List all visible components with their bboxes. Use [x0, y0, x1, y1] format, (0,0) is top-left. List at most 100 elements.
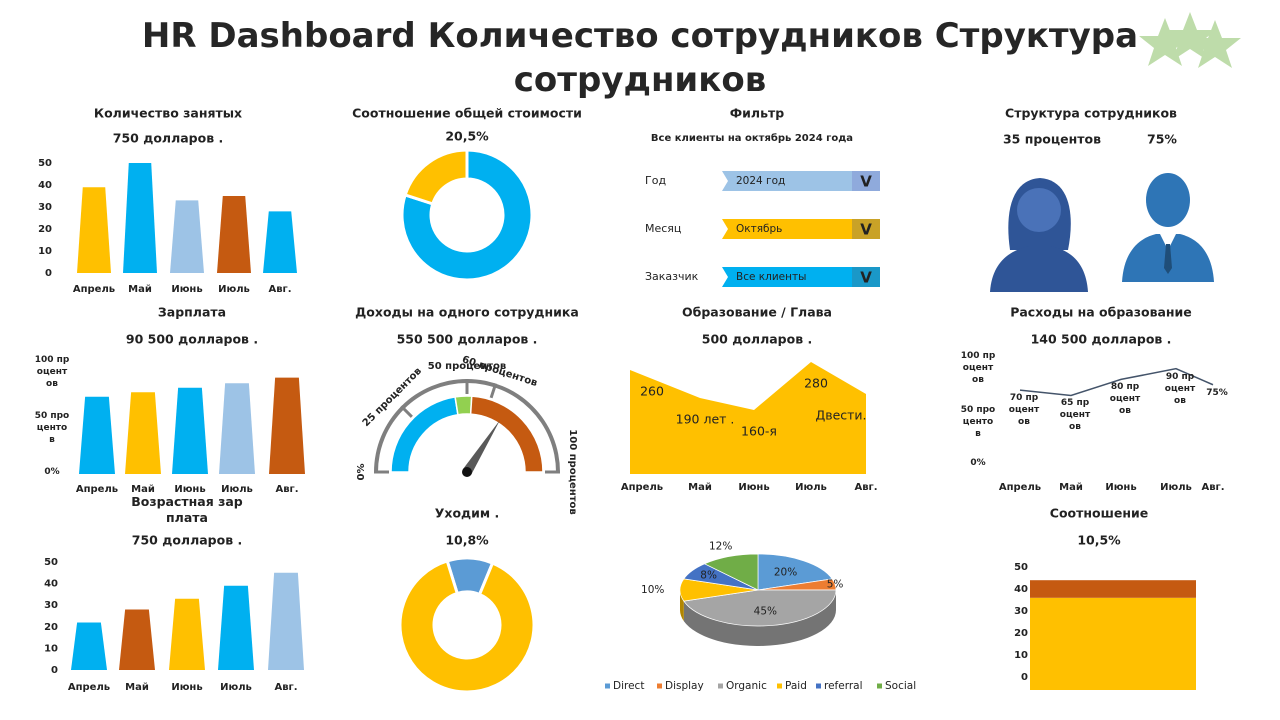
data-label: 10% [641, 584, 664, 596]
x-tick-label: Май [688, 482, 712, 493]
panel-title: Соотношение общей стоимости [352, 106, 582, 121]
legend-label: Social [885, 680, 916, 692]
y-tick-label: 50 [1014, 562, 1028, 573]
dropdown [722, 171, 880, 191]
gauge-tick-label: 50 процентов [428, 361, 506, 372]
data-label: 65 процентов [1059, 398, 1091, 433]
gauge-needle [462, 419, 501, 475]
y-tick-label: 0% [44, 467, 60, 477]
dropdown-button [852, 171, 880, 191]
y-tick-label: 20 [44, 622, 58, 633]
data-label-box: 90 процентов [1164, 371, 1196, 406]
bar-segment [1030, 597, 1196, 690]
bar [172, 387, 208, 474]
x-tick-label: Июль [218, 284, 250, 295]
y-tick-label: 0 [1021, 672, 1028, 683]
panel-title-box: Возрастная зарплата [131, 494, 243, 525]
data-label-box: 70 процентов [1009, 393, 1039, 427]
bar [219, 383, 255, 474]
data-label: 12% [709, 540, 732, 552]
y-tick-label: 20 [38, 224, 52, 235]
x-tick-label: Авг. [268, 284, 291, 295]
male-icon [1122, 173, 1214, 282]
panel-title: Уходим . [435, 506, 499, 521]
y-tick-label-box: 50 процентов [35, 411, 70, 445]
donut-slice [398, 559, 536, 694]
x-tick-label: Июнь [171, 284, 202, 295]
y-tick-label-box: 100 процентов [34, 355, 70, 389]
panel-subtitle: 500 долларов . [702, 332, 812, 347]
data-label: 90 процентов [1164, 371, 1196, 406]
y-tick-label: 50 процентов [960, 404, 996, 439]
main-title-text-box: HR Dashboard Количество сотрудников Стру… [142, 16, 1138, 100]
data-label: 8% [700, 570, 717, 582]
bar-segment [1030, 580, 1196, 598]
dropdown-icon: V [860, 269, 872, 287]
x-tick-label: Май [125, 682, 149, 693]
dropdown-value: Октябрь [736, 223, 782, 235]
area [630, 362, 866, 474]
panel-subtitle: 140 500 долларов . [1031, 332, 1172, 347]
dropdown [722, 267, 880, 287]
bar [170, 200, 204, 273]
x-tick-label: Июнь [171, 682, 202, 693]
pie-side [683, 590, 836, 646]
gauge-segment [469, 395, 544, 473]
dropdown-value: 2024 год [736, 175, 785, 187]
legend-swatch [605, 683, 610, 689]
dropdown-icon: V [860, 221, 872, 239]
legend-label: Organic [726, 680, 767, 692]
filter-title: Фильтр [730, 106, 784, 121]
gauge-tick-label: 0% [356, 464, 367, 481]
data-label-box: 80 процентов [1109, 382, 1141, 417]
data-label-box: 75% [1206, 387, 1228, 398]
bar [125, 392, 161, 474]
filter-label: Заказчик [645, 270, 699, 283]
y-tick-label: 40 [38, 180, 52, 191]
x-tick-label: Июнь [738, 482, 769, 493]
filter-label: Месяц [645, 222, 681, 235]
y-tick-label: 50 [38, 158, 52, 169]
x-tick-label: Июль [1160, 482, 1192, 493]
data-label: 45% [754, 605, 777, 617]
data-label: Двести. [815, 408, 866, 423]
data-label: 75% [1206, 387, 1228, 398]
data-label-box: 65 процентов [1059, 398, 1091, 433]
gauge-hub [462, 467, 472, 477]
filter-subtitle: Все клиенты на октябрь 2024 года [651, 132, 853, 144]
y-tick-label: 40 [1014, 584, 1028, 595]
data-label: 20% [774, 567, 797, 579]
legend-swatch [718, 683, 723, 689]
line [1019, 367, 1214, 397]
structure-label: 75% [1147, 132, 1177, 147]
pie-side [680, 590, 684, 622]
y-tick-label: 30 [1014, 606, 1028, 617]
bar [269, 377, 305, 474]
dropdown [722, 219, 880, 239]
y-tick-label: 100 процентов [960, 351, 996, 385]
panel-title: Соотношение [1050, 506, 1148, 521]
x-tick-label: Авг. [1201, 482, 1224, 493]
y-tick-label: 0 [51, 665, 58, 676]
bar [218, 585, 254, 670]
bar [268, 572, 304, 670]
pie-slice [683, 589, 837, 627]
structure-title: Структура сотрудников [1005, 106, 1177, 121]
y-tick-label: 100 процентов [34, 355, 70, 389]
y-tick-label: 50 [44, 557, 58, 568]
female-face [1017, 188, 1061, 232]
y-tick-label: 0 [45, 268, 52, 279]
data-label: 160-я [741, 424, 777, 439]
data-label: 80 процентов [1109, 382, 1141, 417]
bar [263, 211, 297, 273]
y-tick-label: 10 [38, 246, 52, 257]
y-tick-label: 10 [1014, 650, 1028, 661]
y-tick-label-box: 100 процентов [960, 351, 996, 385]
legend-label: Direct [613, 680, 644, 692]
x-tick-label: Апрель [621, 482, 663, 493]
y-tick-label: 40 [44, 579, 58, 590]
x-tick-label: Апрель [73, 284, 115, 295]
panel-subtitle: 20,5% [445, 129, 489, 144]
gauge-tick-label: 100 процентов [567, 429, 578, 514]
